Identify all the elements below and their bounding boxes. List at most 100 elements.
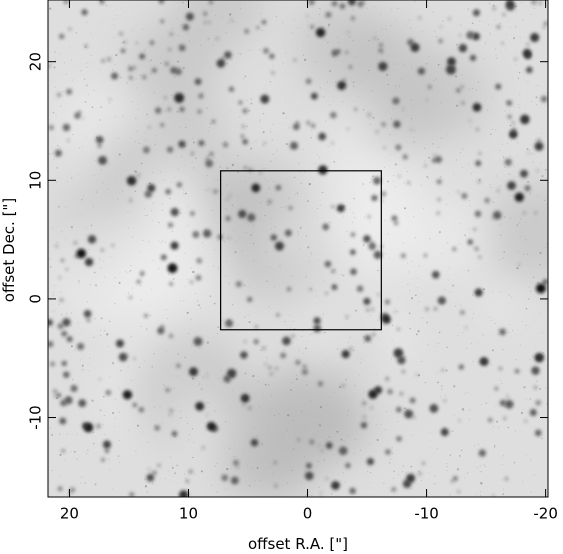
- star: [198, 93, 204, 99]
- star: [203, 11, 208, 16]
- star: [492, 201, 495, 204]
- star: [343, 85, 346, 88]
- star: [441, 388, 443, 391]
- star: [71, 378, 74, 381]
- x-tick-label: 0: [303, 505, 313, 523]
- star: [99, 258, 101, 260]
- star: [339, 149, 341, 151]
- star: [238, 100, 243, 105]
- star: [478, 178, 481, 181]
- star: [161, 203, 163, 205]
- star: [108, 98, 112, 101]
- star: [342, 215, 344, 217]
- star: [212, 209, 214, 211]
- star: [478, 449, 486, 457]
- star: [229, 110, 231, 112]
- star: [412, 142, 414, 144]
- star: [392, 477, 394, 479]
- star: [378, 42, 384, 47]
- star: [306, 120, 311, 125]
- star: [182, 24, 190, 31]
- star: [151, 67, 157, 73]
- star: [66, 313, 68, 315]
- star: [291, 381, 293, 383]
- star: [521, 320, 523, 322]
- star: [292, 342, 294, 344]
- star: [262, 393, 264, 395]
- star: [272, 65, 274, 67]
- star: [234, 251, 237, 254]
- star: [535, 283, 546, 294]
- star: [377, 293, 380, 296]
- star: [53, 389, 57, 394]
- star: [362, 398, 364, 400]
- star: [167, 414, 169, 416]
- star: [248, 110, 250, 112]
- star: [372, 175, 374, 177]
- star: [360, 421, 368, 429]
- star: [434, 482, 436, 485]
- star: [518, 222, 520, 224]
- star: [377, 38, 379, 41]
- star: [527, 151, 530, 155]
- star: [507, 114, 512, 119]
- star: [118, 387, 120, 389]
- star: [162, 240, 164, 242]
- star: [265, 252, 267, 254]
- star: [527, 298, 530, 300]
- star: [491, 349, 494, 352]
- star: [253, 224, 255, 226]
- star: [450, 479, 454, 483]
- star: [392, 453, 394, 455]
- star: [499, 399, 507, 407]
- star: [98, 155, 107, 165]
- star: [155, 135, 157, 137]
- star: [520, 344, 522, 346]
- star: [330, 493, 333, 495]
- star: [495, 175, 497, 177]
- star: [49, 266, 52, 268]
- star: [254, 427, 256, 429]
- star: [128, 75, 133, 80]
- star: [125, 271, 127, 273]
- star: [271, 218, 273, 220]
- star: [543, 21, 548, 26]
- star: [317, 381, 324, 387]
- star: [200, 44, 202, 46]
- star: [192, 270, 195, 274]
- star: [372, 116, 375, 119]
- star: [404, 64, 406, 66]
- star: [544, 168, 547, 171]
- star: [184, 476, 186, 478]
- y-tick-label: 20: [27, 52, 45, 71]
- star: [217, 326, 220, 329]
- star: [319, 88, 321, 90]
- star: [457, 324, 459, 326]
- star: [231, 58, 233, 60]
- star: [167, 107, 172, 112]
- star: [385, 73, 389, 76]
- star: [252, 142, 254, 144]
- star: [249, 285, 251, 287]
- star: [301, 411, 303, 413]
- star: [76, 458, 78, 460]
- star: [163, 179, 165, 181]
- star: [151, 480, 153, 482]
- star: [509, 155, 511, 157]
- star: [226, 468, 229, 471]
- star: [202, 229, 212, 238]
- star: [468, 163, 470, 165]
- star: [378, 48, 384, 53]
- star: [426, 175, 429, 178]
- star: [389, 153, 391, 155]
- star: [86, 62, 88, 64]
- star: [191, 428, 194, 430]
- star: [315, 27, 326, 38]
- star: [406, 473, 416, 483]
- star: [482, 334, 484, 336]
- star: [427, 344, 429, 346]
- star: [170, 94, 172, 96]
- star: [336, 430, 339, 433]
- star: [79, 359, 81, 361]
- star: [468, 418, 470, 420]
